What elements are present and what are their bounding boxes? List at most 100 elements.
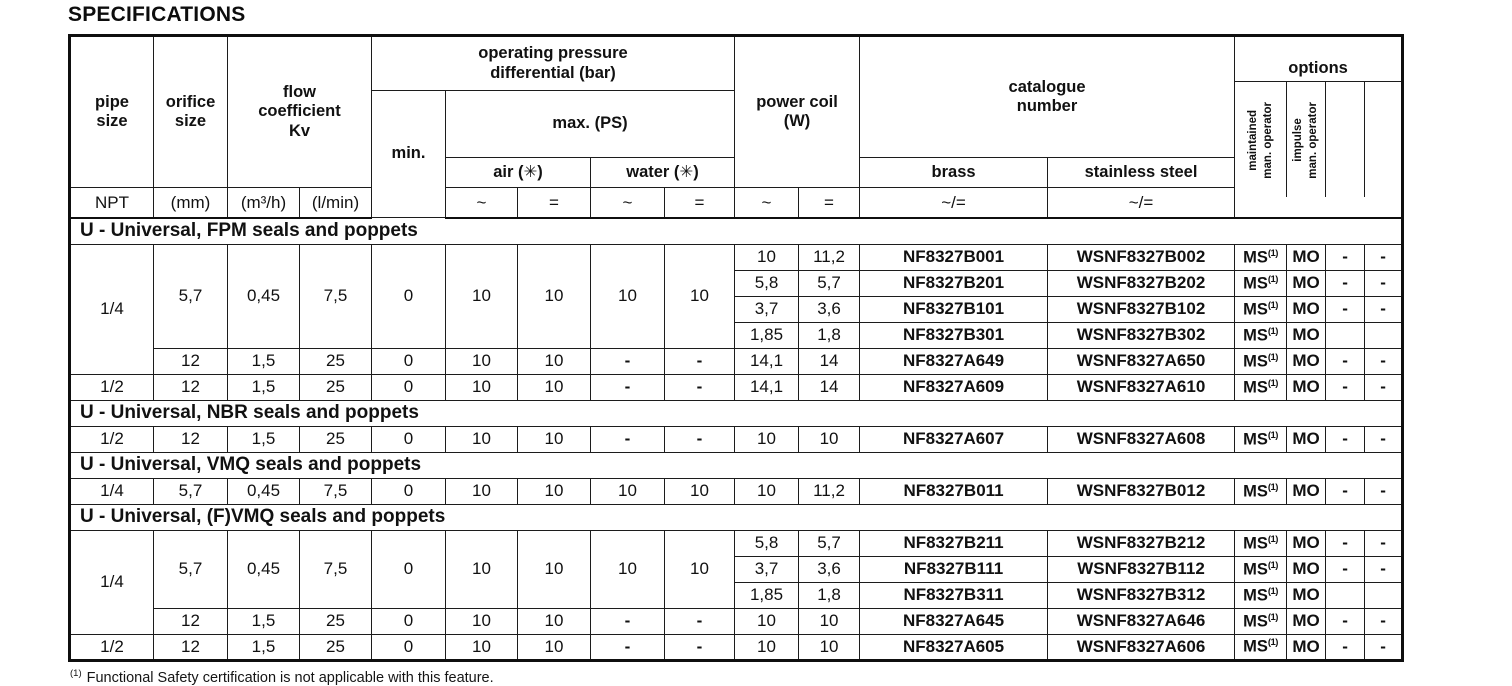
unit-power-dc: = xyxy=(798,187,861,219)
footnote-marker: (1) xyxy=(1267,559,1279,571)
table-row: 1/2 12 1,5 25 0 10 10 - - 14,1 14 NF8327… xyxy=(69,373,1404,401)
power-dc-cell: 3,6 xyxy=(798,295,861,323)
stainless-catalogue-cell: WSNF8327B202 xyxy=(1047,269,1236,297)
unit-kv-lmin: (l/min) xyxy=(299,187,372,219)
air-dc-cell: 10 xyxy=(517,425,591,453)
power-ac-cell: 10 xyxy=(734,607,800,635)
ms-option-cell: MS(1) xyxy=(1234,477,1288,505)
footnote-marker: (1) xyxy=(1267,247,1279,259)
unit-pipe: NPT xyxy=(69,187,154,219)
table-row: 1/4 5,7 0,45 7,5 0 10 10 10 10 5,8 5,7 N… xyxy=(69,529,1404,635)
orifice-size-cell: 12 xyxy=(153,347,228,375)
brass-catalogue-cell: NF8327A605 xyxy=(859,633,1049,661)
unit-air-dc: = xyxy=(517,187,591,219)
air-dc-cell: 10 xyxy=(517,373,591,401)
power-dc-cell: 1,8 xyxy=(798,321,861,349)
pipe-size-cell: 1/4 xyxy=(69,477,154,505)
brass-catalogue-cell: NF8327A607 xyxy=(859,425,1049,453)
stainless-catalogue-cell: WSNF8327B102 xyxy=(1047,295,1236,323)
option-cell: - xyxy=(1364,633,1404,661)
power-ac-cell: 1,85 xyxy=(734,581,800,609)
min-pressure-cell: 0 xyxy=(371,477,446,505)
water-ac-cell: - xyxy=(590,425,665,453)
kv-lmin-cell: 7,5 xyxy=(299,477,372,505)
min-pressure-cell: 0 xyxy=(371,425,446,453)
mo-option-cell: MO xyxy=(1286,425,1327,453)
power-ac-cell: 5,8 xyxy=(734,529,800,557)
kv-lmin-cell: 25 xyxy=(299,373,372,401)
mo-option-cell: MO xyxy=(1286,529,1327,557)
unit-water-ac: ~ xyxy=(590,187,665,219)
ms-option-cell: MS(1) xyxy=(1234,581,1288,609)
header-option-blank-1 xyxy=(1324,82,1364,198)
brass-catalogue-cell: NF8327A649 xyxy=(859,347,1049,375)
air-ac-cell: 10 xyxy=(445,425,518,453)
header-impulse-operator: impulse man. operator xyxy=(1286,82,1325,198)
power-ac-cell: 10 xyxy=(734,425,800,453)
mo-option-cell: MO xyxy=(1286,581,1327,609)
mo-option-cell: MO xyxy=(1286,295,1327,323)
header-brass: brass xyxy=(859,157,1049,189)
footnote-marker: (1) xyxy=(1267,481,1279,493)
brass-catalogue-cell: NF8327B301 xyxy=(859,321,1049,349)
header-stainless-steel: stainless steel xyxy=(1047,157,1236,189)
air-ac-cell: 10 xyxy=(445,347,518,375)
header-max-ps: max. (PS) xyxy=(444,89,736,159)
min-pressure-cell: 0 xyxy=(371,243,446,349)
air-ac-cell: 10 xyxy=(445,607,518,635)
option-cell: - xyxy=(1325,269,1366,297)
unit-air-ac: ~ xyxy=(445,187,518,219)
ms-option-cell: MS(1) xyxy=(1234,529,1288,557)
ms-option-cell: MS(1) xyxy=(1234,295,1288,323)
footnote-marker: (1) xyxy=(1267,273,1279,285)
water-ac-cell: 10 xyxy=(590,529,665,609)
impulse-operator-label: impulse man. operator xyxy=(1292,101,1320,179)
header-power-coil: power coil (W) xyxy=(734,34,861,189)
kv-m3h-cell: 1,5 xyxy=(227,607,300,635)
air-ac-cell: 10 xyxy=(445,477,518,505)
mo-option-cell: MO xyxy=(1286,321,1327,349)
water-ac-cell: - xyxy=(590,633,665,661)
stainless-catalogue-cell: WSNF8327A606 xyxy=(1047,633,1236,661)
kv-m3h-cell: 0,45 xyxy=(227,243,300,349)
power-dc-cell: 10 xyxy=(798,633,861,661)
mo-option-cell: MO xyxy=(1286,477,1327,505)
footnote-marker: (1) xyxy=(1267,299,1279,311)
table-body: U - Universal, FPM seals and poppets 1/4… xyxy=(68,217,1404,661)
section-title-fvmq: U - Universal, (F)VMQ seals and poppets xyxy=(68,503,1404,531)
ms-label: MS xyxy=(1243,482,1268,501)
air-ac-cell: 10 xyxy=(445,633,518,661)
option-cell: - xyxy=(1364,477,1404,505)
kv-m3h-cell: 1,5 xyxy=(227,347,300,375)
stainless-catalogue-cell: WSNF8327B012 xyxy=(1047,477,1236,505)
option-cell: - xyxy=(1364,555,1404,583)
pipe-size-cell: 1/2 xyxy=(69,633,154,661)
kv-lmin-cell: 25 xyxy=(299,347,372,375)
pipe-size-cell: 1/2 xyxy=(69,373,154,401)
table-row: 1,85 1,8 NF8327B301 WSNF8327B302 MS(1) M… xyxy=(70,321,1404,349)
kv-m3h-cell: 1,5 xyxy=(227,425,300,453)
footnote-marker: (1) xyxy=(70,667,82,679)
stainless-catalogue-cell: WSNF8327B302 xyxy=(1047,321,1236,349)
kv-lmin-cell: 25 xyxy=(299,633,372,661)
footnote-marker: (1) xyxy=(1267,377,1279,389)
air-ac-cell: 10 xyxy=(445,373,518,401)
ms-option-cell: MS(1) xyxy=(1234,269,1288,297)
ms-label: MS xyxy=(1243,637,1268,656)
water-ac-cell: - xyxy=(590,373,665,401)
brass-catalogue-cell: NF8327B001 xyxy=(859,243,1049,271)
brass-catalogue-cell: NF8327B211 xyxy=(859,529,1049,557)
power-ac-cell: 3,7 xyxy=(734,555,800,583)
ms-label: MS xyxy=(1243,534,1268,553)
power-dc-cell: 10 xyxy=(798,607,861,635)
water-dc-cell: 10 xyxy=(663,477,736,505)
air-dc-cell: 10 xyxy=(517,347,591,375)
power-dc-cell: 14 xyxy=(798,373,861,401)
ms-label: MS xyxy=(1243,560,1268,579)
air-dc-cell: 10 xyxy=(517,607,591,635)
table-row: 3,7 3,6 NF8327B111 WSNF8327B112 MS(1) MO… xyxy=(70,555,1404,583)
option-cell: - xyxy=(1364,295,1404,323)
power-dc-cell: 1,8 xyxy=(798,581,861,609)
unit-kv-m3h: (m³/h) xyxy=(227,187,300,219)
ms-label: MS xyxy=(1243,586,1268,605)
